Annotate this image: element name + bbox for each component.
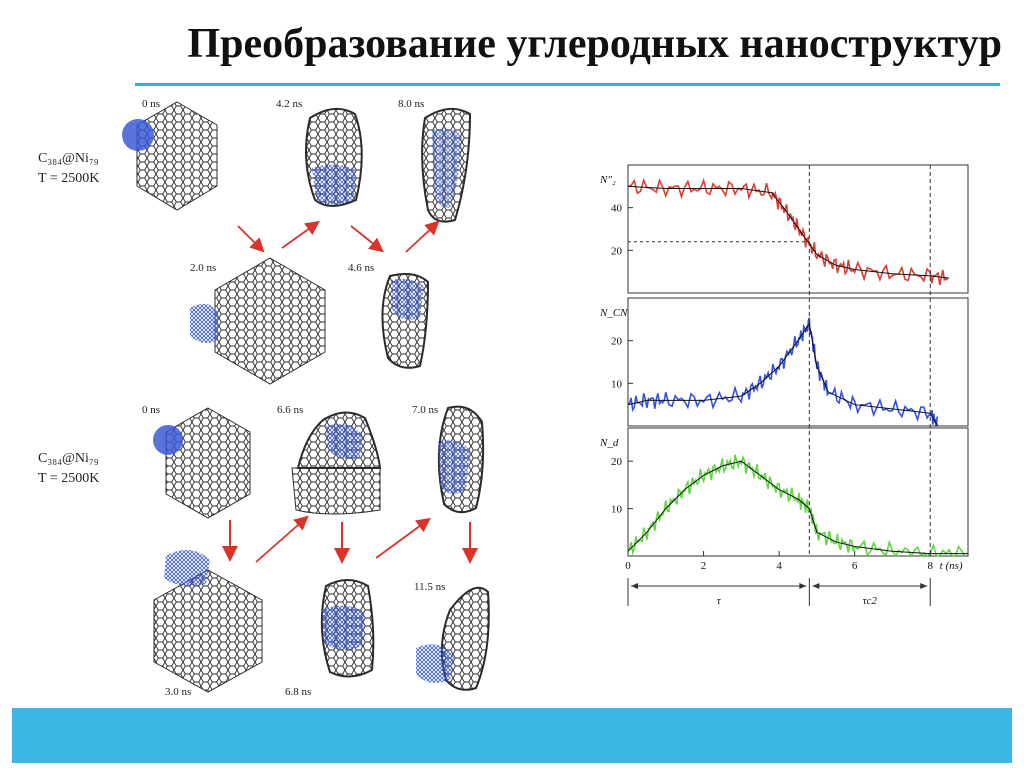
system-label-top: C₃₈₄@Ni₇₉ [38, 151, 99, 166]
title-divider [135, 83, 1000, 86]
y-axis-label: N_d [599, 437, 619, 449]
x-tick-label: 6 [852, 560, 858, 572]
slide-title: Преобразование углеродных наноструктур [187, 21, 1003, 67]
x-tick-label: 4 [776, 560, 782, 572]
time-label: 11.5 ns [414, 581, 445, 593]
graphene-sheet [214, 257, 326, 385]
footer-band [12, 708, 1012, 763]
arrow [255, 515, 309, 563]
arrow [237, 225, 265, 253]
x-axis-label: t (ns) [940, 560, 963, 572]
temperature-label-bottom: T = 2500K [38, 471, 99, 486]
nickel-cluster [164, 549, 210, 586]
nickel-cluster [438, 440, 470, 495]
arrow-head [812, 583, 820, 589]
graphene-sheet [136, 101, 218, 211]
arrow-head [631, 583, 638, 589]
time-series-chart: 20 40 N″₂ 10 20 N_CN 10 20 N_d 0 2 4 6 8 t (ns) τ τc2 [590, 160, 990, 620]
series-line-average [627, 460, 968, 555]
tau-label: τ [717, 595, 722, 607]
time-label: 7.0 ns [412, 404, 438, 416]
nickel-cluster [122, 119, 154, 151]
tau-c2-label: τc2 [863, 595, 878, 607]
time-label: 8.0 ns [398, 98, 424, 110]
plot-frame [627, 427, 969, 557]
x-tick-label: 8 [927, 560, 933, 572]
x-tick-label: 2 [701, 560, 707, 572]
y-tick-label: 20 [611, 456, 623, 468]
nanostructure-figure: C₃₈₄@Ni₇₉ T = 2500K C₃₈₄@Ni₇₉ T = 2500K … [30, 90, 500, 700]
arrow-head [799, 583, 807, 589]
arrow [281, 220, 320, 249]
y-tick-label: 10 [611, 378, 623, 390]
nickel-cluster [312, 164, 356, 205]
y-tick-label: 20 [611, 336, 623, 348]
nickel-cluster [326, 424, 362, 459]
time-label: 2.0 ns [190, 262, 216, 274]
nickel-cluster [416, 644, 454, 683]
x-tick-label: 0 [625, 560, 631, 572]
nickel-cluster [392, 278, 424, 320]
time-label: 6.6 ns [277, 404, 303, 416]
series-line-noisy [627, 177, 949, 286]
nickel-cluster [322, 605, 364, 651]
y-axis-label: N″₂ [599, 174, 616, 186]
arrow [350, 225, 384, 253]
system-label-bottom: C₃₈₄@Ni₇₉ [38, 451, 99, 466]
nickel-cluster [432, 128, 462, 208]
arrow [405, 220, 440, 253]
graphene-sheet [165, 407, 251, 519]
plot-frame [627, 297, 969, 427]
y-tick-label: 40 [611, 203, 623, 215]
time-label: 0 ns [142, 404, 160, 416]
time-label: 4.6 ns [348, 262, 374, 274]
time-label: 3.0 ns [165, 686, 191, 698]
time-label: 6.8 ns [285, 686, 311, 698]
graphene-sheet [291, 467, 381, 515]
nickel-cluster [153, 425, 183, 455]
series-line-noisy [627, 454, 966, 558]
y-axis-label: N_CN [599, 307, 628, 319]
graphene-sheet [153, 569, 263, 693]
series-line-average [627, 322, 939, 427]
temperature-label-top: T = 2500K [38, 171, 99, 186]
time-label: 4.2 ns [276, 98, 302, 110]
series-line-noisy [627, 317, 938, 427]
time-label: 0 ns [142, 98, 160, 110]
series-line-average [627, 185, 950, 279]
nickel-cluster [190, 303, 218, 344]
plot-frame [627, 164, 969, 294]
y-tick-label: 20 [611, 245, 623, 257]
y-tick-label: 10 [611, 504, 623, 516]
arrow-head [920, 583, 928, 589]
arrow [375, 517, 431, 559]
